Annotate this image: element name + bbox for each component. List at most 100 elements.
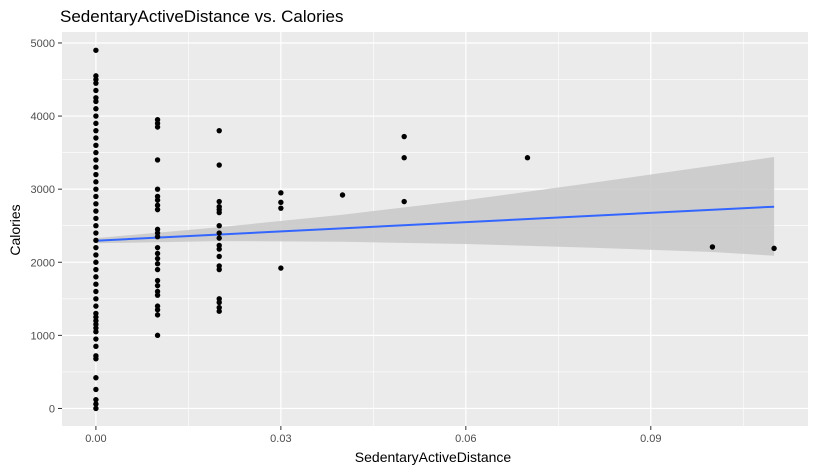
data-point (216, 223, 222, 229)
x-tick-label: 0.09 (640, 433, 661, 445)
data-point (93, 274, 99, 280)
data-point (93, 157, 99, 163)
data-point (154, 332, 161, 339)
data-point (216, 127, 222, 134)
data-point (216, 230, 222, 236)
data-point (93, 215, 99, 222)
data-point (93, 244, 99, 251)
data-point (154, 277, 161, 284)
data-point (216, 246, 222, 252)
data-point (278, 199, 284, 206)
data-point (278, 205, 284, 211)
data-point (93, 329, 99, 335)
x-tick-label: 0.06 (455, 433, 476, 445)
data-point (771, 245, 777, 252)
confidence-band (95, 157, 775, 256)
data-point (93, 296, 99, 302)
data-point (93, 193, 99, 200)
data-point (216, 308, 222, 314)
x-axis-label: SedentaryActiveDistance (355, 449, 512, 465)
data-point (93, 98, 99, 105)
data-points (93, 47, 777, 412)
x-axis-ticks: 0.00 0.03 0.06 0.09 (85, 426, 661, 445)
data-point (154, 124, 161, 130)
data-point (93, 336, 99, 342)
data-point (93, 201, 99, 207)
data-point (154, 202, 161, 208)
data-point (93, 186, 99, 192)
data-point (524, 155, 531, 161)
y-tick-label: 0 (49, 403, 55, 415)
data-point (93, 405, 99, 412)
data-point (93, 80, 99, 86)
data-point (93, 113, 99, 119)
data-point (278, 265, 284, 271)
data-point (216, 198, 222, 205)
data-point (93, 401, 99, 407)
y-tick-label: 1000 (31, 330, 55, 342)
data-point (93, 266, 99, 273)
data-point (93, 164, 99, 170)
data-point (93, 208, 99, 214)
data-point (93, 375, 99, 381)
data-point (93, 288, 99, 295)
data-point (154, 186, 161, 192)
data-point (93, 386, 99, 393)
data-point (401, 198, 407, 205)
chart-title: SedentaryActiveDistance vs. Calories (60, 7, 343, 26)
data-point (154, 206, 161, 213)
y-tick-label: 5000 (31, 38, 55, 50)
y-axis-ticks: 0 1000 2000 3000 4000 5000 (31, 38, 62, 415)
y-tick-label: 3000 (31, 184, 55, 196)
data-point (216, 299, 222, 306)
data-point (93, 252, 99, 258)
data-point (216, 235, 222, 241)
data-point (93, 303, 99, 309)
data-point (93, 259, 99, 265)
trend-line (95, 205, 775, 242)
data-point (93, 47, 99, 53)
data-point (401, 155, 407, 161)
data-point (154, 261, 161, 267)
data-point (154, 266, 161, 273)
data-point (154, 157, 161, 163)
y-tick-label: 2000 (31, 257, 55, 269)
data-point (401, 133, 407, 140)
data-point (93, 106, 99, 112)
data-point (93, 396, 99, 403)
data-point (216, 209, 222, 216)
data-point (93, 237, 99, 244)
data-point (93, 135, 99, 141)
data-point (93, 149, 99, 156)
data-point (154, 255, 161, 262)
data-point (709, 244, 716, 250)
data-point (93, 343, 99, 350)
data-point (216, 266, 222, 273)
x-tick-label: 0.00 (85, 433, 106, 445)
data-point (93, 87, 99, 94)
data-point (278, 190, 284, 196)
data-point (216, 162, 222, 168)
data-point (154, 312, 161, 318)
data-point (154, 307, 161, 313)
data-point (93, 230, 99, 236)
x-tick-label: 0.03 (270, 433, 291, 445)
data-point (93, 142, 99, 149)
data-point (216, 253, 222, 260)
data-point (154, 197, 161, 203)
data-point (154, 282, 161, 289)
data-point (93, 127, 99, 134)
y-tick-label: 4000 (31, 111, 55, 123)
data-point (154, 292, 161, 298)
data-point (93, 179, 99, 185)
data-point (93, 120, 99, 127)
data-point (154, 244, 161, 251)
data-point (154, 233, 161, 240)
data-point (93, 281, 99, 287)
data-point (93, 356, 99, 362)
y-axis-label: Calories (7, 204, 23, 255)
data-point (154, 250, 161, 257)
data-point (339, 192, 346, 198)
data-point (93, 223, 99, 229)
